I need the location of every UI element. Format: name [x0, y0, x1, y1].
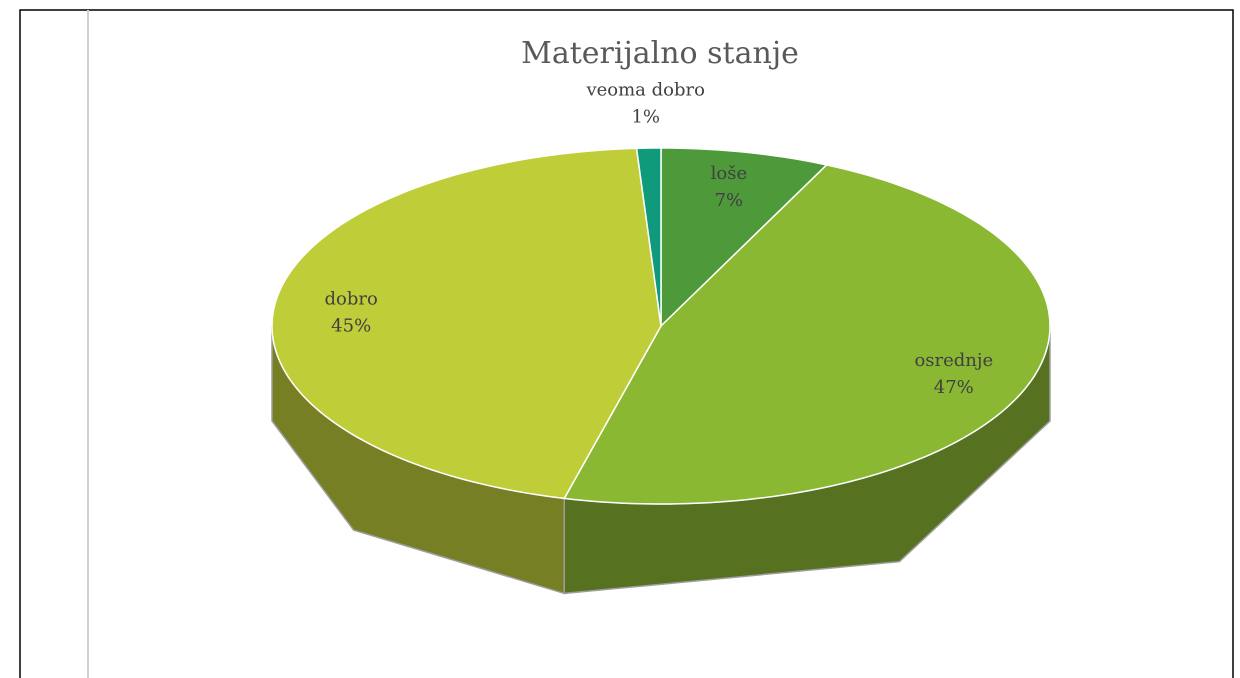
data-label-value: 47%	[934, 377, 974, 398]
slice	[271, 147, 662, 500]
data-label-value: 7%	[715, 190, 744, 211]
data-label-name: dobro	[325, 289, 378, 310]
data-label-name: loše	[711, 163, 747, 184]
slice	[563, 164, 1051, 505]
chart-title: Materijalno stanje	[521, 36, 799, 71]
data-label-name: osrednje	[914, 350, 993, 371]
page-frame	[19, 9, 1234, 678]
data-label-value: 45%	[331, 316, 371, 337]
slice	[635, 147, 662, 327]
data-label-value: 1%	[631, 107, 660, 128]
slice	[660, 147, 829, 328]
data-label-name: veoma dobro	[585, 80, 705, 101]
